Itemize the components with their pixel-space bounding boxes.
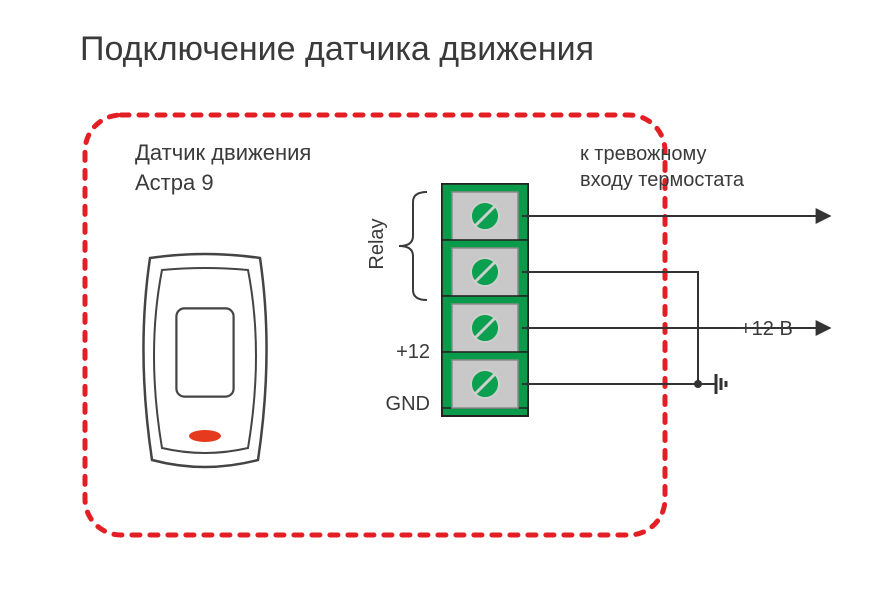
relay-label: Relay: [366, 218, 388, 269]
device-name-line2: Астра 9: [135, 170, 214, 195]
relay-brace: [399, 192, 427, 300]
wiring: [522, 216, 830, 394]
alarm-output-line2: входу термостата: [580, 169, 745, 191]
plus12v-output-label: +12 В: [740, 318, 793, 340]
plus12-label: +12: [396, 341, 430, 363]
diagram-canvas: Подключение датчика движения Датчик движ…: [0, 0, 873, 601]
gnd-label: GND: [386, 393, 430, 415]
diagram-title: Подключение датчика движения: [80, 30, 594, 68]
alarm-output-line1: к тревожному: [580, 143, 707, 165]
motion-sensor-icon: [143, 254, 266, 467]
device-name-line1: Датчик движения: [135, 140, 311, 165]
terminal-block: [442, 184, 528, 416]
